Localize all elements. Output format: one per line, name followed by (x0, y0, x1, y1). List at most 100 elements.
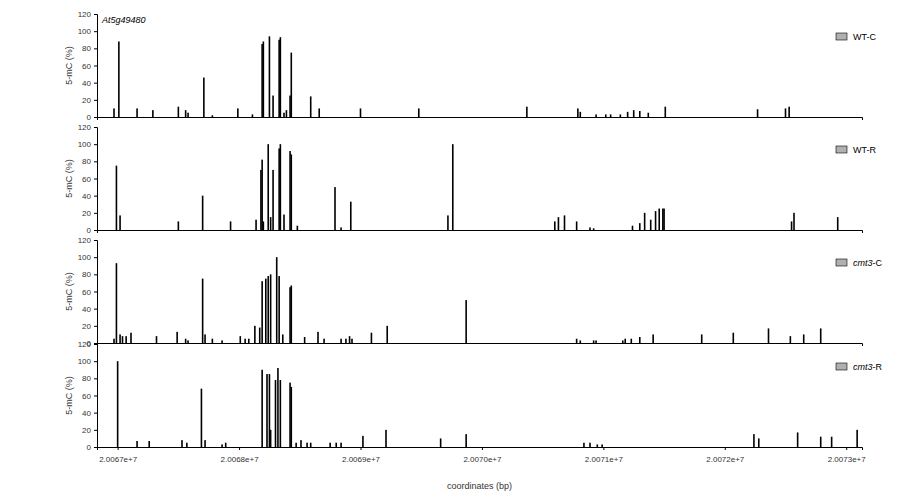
bar (335, 443, 337, 447)
bar (304, 337, 306, 343)
y-tick-mark (94, 31, 97, 32)
bar (351, 339, 353, 343)
bar (768, 328, 770, 343)
y-tick-label: 80 (82, 44, 91, 53)
bar (440, 438, 442, 447)
y-tick-label: 100 (78, 253, 92, 262)
bar (601, 444, 603, 447)
bar (576, 221, 578, 230)
bar (650, 220, 652, 230)
bar (221, 340, 223, 343)
bar (152, 110, 154, 117)
y-tick-mark (94, 48, 97, 49)
bar (119, 334, 121, 343)
y-tick-label: 60 (82, 62, 91, 71)
y-tick-label: 80 (82, 157, 91, 166)
bar (290, 285, 292, 343)
y-tick-mark (94, 447, 97, 448)
y-tick-mark (94, 309, 97, 310)
y-tick: 40 (82, 79, 97, 88)
y-axis-title: 5-mC (%) (64, 159, 74, 198)
bar (186, 443, 188, 447)
bar (663, 209, 665, 230)
bar (202, 279, 204, 343)
bar (306, 443, 308, 447)
x-axis (98, 344, 863, 347)
x-tick-mark (118, 447, 119, 450)
y-tick-label: 0 (87, 113, 92, 122)
bar (820, 328, 822, 343)
x-tick-label: 2.0069e+7 (342, 455, 381, 464)
y-tick-label: 120 (78, 340, 92, 349)
bar (212, 339, 214, 343)
y-tick-label: 20 (82, 426, 91, 435)
bar (282, 334, 284, 343)
bar (605, 114, 607, 117)
bar (310, 96, 312, 117)
legend-swatch (836, 33, 847, 40)
y-tick-label: 20 (82, 322, 91, 331)
x-tick-label: 2.0071e+7 (585, 455, 624, 464)
bar (790, 336, 792, 343)
chart: 0204060801001205-mC (%)At5g49480WT-C0204… (0, 0, 901, 502)
bar (856, 430, 858, 447)
y-tick: 120 (78, 123, 97, 132)
y-tick-mark (94, 14, 97, 15)
y-tick: 80 (82, 44, 97, 53)
y-tick-mark (94, 240, 97, 241)
bar (204, 334, 206, 343)
y-axis: 020406080100120 (78, 123, 98, 235)
bar (148, 441, 150, 447)
y-tick: 100 (78, 140, 97, 149)
x-tick-mark (482, 447, 483, 450)
bar (785, 108, 787, 117)
bars (113, 257, 821, 343)
y-tick-label: 120 (78, 10, 92, 19)
panel: 0204060801001205-mC (%)WT-R (64, 123, 876, 235)
y-tick-label: 120 (78, 123, 92, 132)
y-tick-mark (94, 378, 97, 379)
y-tick-mark (94, 326, 97, 327)
bar (837, 217, 839, 230)
bar (596, 444, 598, 447)
bars (116, 144, 839, 230)
y-axis-title: 5-mC (%) (64, 46, 74, 85)
panel: 0204060801001202.0067e+72.0068e+72.0069e… (64, 340, 883, 491)
bar (340, 339, 342, 343)
y-tick-mark (94, 127, 97, 128)
y-tick-mark (94, 413, 97, 414)
y-tick-mark (94, 396, 97, 397)
bar (350, 202, 352, 230)
x-tick: 2.0073e+7 (828, 447, 867, 464)
y-tick: 40 (82, 192, 97, 201)
bar (526, 107, 528, 117)
bar (244, 339, 246, 343)
y-tick-label: 60 (82, 288, 91, 297)
bar (576, 339, 578, 343)
x-axis-line (98, 344, 863, 347)
bar (753, 434, 755, 447)
bar (589, 227, 591, 230)
x-tick-mark (361, 447, 362, 450)
bar (334, 187, 336, 230)
y-tick: 120 (78, 340, 97, 349)
bar (317, 332, 319, 343)
y-axis: 020406080100120 (78, 10, 98, 122)
bar (610, 114, 612, 117)
bar (136, 108, 138, 117)
y-tick-label: 60 (82, 392, 91, 401)
bar (627, 112, 629, 117)
y-axis-title: 5-mC (%) (64, 376, 74, 415)
bar (116, 166, 118, 230)
bar (280, 144, 282, 230)
bar (237, 108, 239, 117)
y-tick-mark (94, 361, 97, 362)
bar (248, 339, 250, 343)
legend-label: WT-R (853, 145, 876, 155)
bar (204, 440, 206, 447)
bar (362, 436, 364, 447)
legend-swatch (836, 363, 847, 370)
y-tick-label: 20 (82, 209, 91, 218)
bar (203, 78, 205, 117)
bar (272, 96, 274, 117)
